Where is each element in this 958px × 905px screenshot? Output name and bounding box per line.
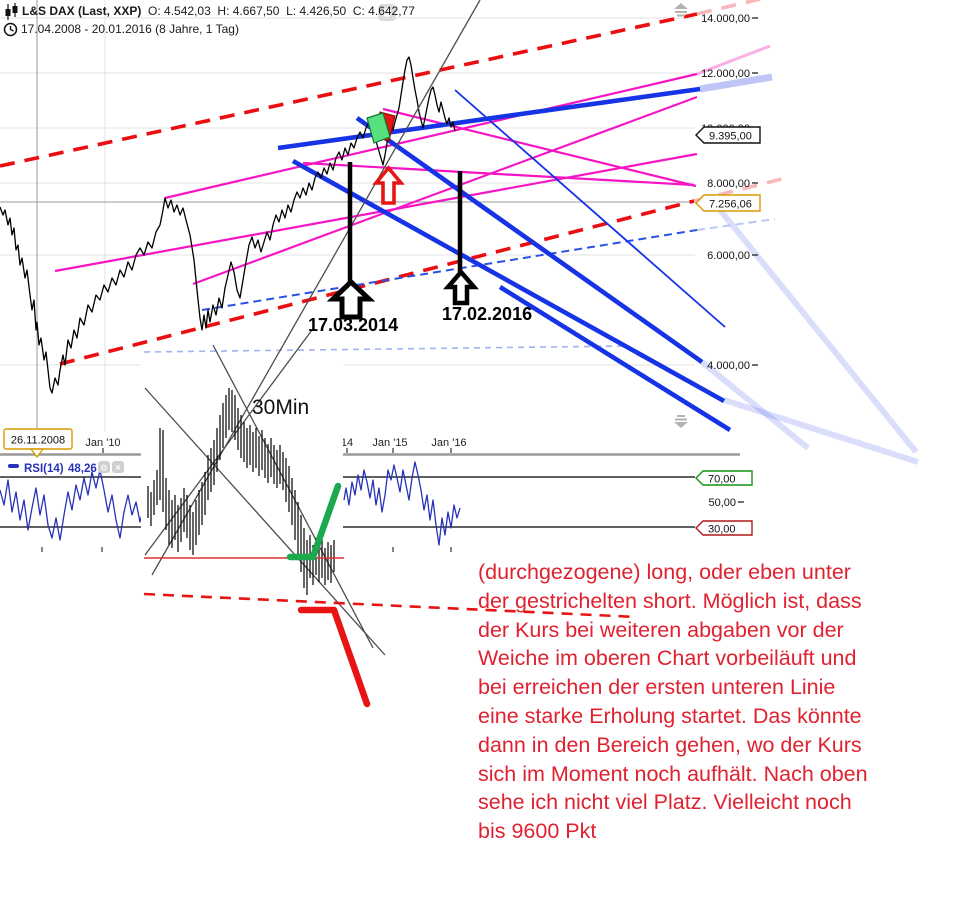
inset-gray-trendline-1[interactable] (144, 329, 313, 556)
price-label-6000: 6.000,00 (707, 250, 750, 262)
black-up-arrow-2014[interactable] (326, 278, 376, 320)
dax-price-line (0, 56, 456, 394)
blue-trendline-projection-up (699, 73, 773, 93)
annotation-date-2014[interactable]: 17.03.2014 (308, 315, 398, 335)
date-label-14: 14 (341, 437, 353, 449)
scroll-down-icon[interactable] (674, 415, 688, 428)
date-label-jan16: Jan '16 (431, 437, 466, 449)
period-label: 17.04.2008 - 20.01.2016 (8 Jahre, 1 Tag) (21, 22, 239, 36)
price-label-12000: 12.000,00 (701, 68, 750, 80)
rsi-30-value: 30,00 (708, 524, 736, 536)
price-label-4000: 4.000,00 (707, 360, 750, 372)
green-marker-flag[interactable] (366, 112, 391, 144)
inset-gray-trendline-4[interactable] (212, 344, 374, 649)
annotation-date-2016[interactable]: 17.02.2016 (442, 304, 532, 324)
red-dashed-channel-upper[interactable] (0, 12, 698, 168)
rsi-value: 48,26 (68, 463, 97, 475)
instrument-title-row: L&S DAX (Last, XXP) O: 4.542,03 H: 4.667… (22, 4, 415, 18)
note-line: sich im Moment noch aufhält. Nach oben (478, 761, 868, 786)
svg-text:⚙: ⚙ (100, 463, 108, 473)
rsi-70-value: 70,00 (708, 474, 736, 486)
ohlc-values: O: 4.542,03 H: 4.667,50 L: 4.426,50 C: 4… (148, 4, 415, 18)
price-label-8000: 8.000,00 (707, 178, 750, 190)
blue-trendline-falling-3[interactable] (498, 285, 732, 432)
magenta-trendline-4[interactable] (382, 107, 697, 188)
red-channel-lower-projection (693, 177, 783, 203)
svg-text:×: × (115, 463, 120, 473)
rsi-name: RSI(14) (24, 463, 64, 475)
blue-trendline-falling-thin[interactable] (454, 89, 726, 328)
inset-chart-background (141, 356, 343, 560)
rsi-50-value: 50,00 (708, 497, 736, 509)
crosshair-price-value: 7.256,06 (709, 199, 752, 211)
crosshair-date-value: 26.11.2008 (11, 435, 65, 447)
inset-timeframe-label: 30Min (252, 396, 309, 419)
rsi-line-right (343, 461, 461, 546)
note-line: sehe ich nicht viel Platz. Vielleicht no… (478, 790, 852, 815)
date-label-jan10: Jan '10 (85, 437, 120, 449)
rsi-70-tag (695, 470, 753, 486)
instrument-title[interactable]: L&S DAX (Last, XXP) (22, 4, 142, 18)
blue-dashed-trendline[interactable] (201, 229, 698, 311)
scroll-up-icon[interactable] (674, 3, 688, 17)
rsi-line-left (0, 469, 144, 541)
crosshair-date-pointer (29, 448, 45, 459)
clock-icon (3, 22, 18, 37)
blue-dashed-horizontal-faint[interactable] (143, 345, 629, 353)
green-long-scenario-line[interactable] (286, 482, 342, 561)
note-line: bei erreichen der ersten unteren Linie (478, 675, 836, 700)
date-label-jan15: Jan '15 (372, 437, 407, 449)
crosshair-price-tag (695, 194, 761, 212)
blue-trendline-rising[interactable] (277, 86, 701, 151)
rsi-gear-icon[interactable]: ⚙ (98, 461, 110, 473)
note-line: der gestrichelten short. Möglich ist, da… (478, 588, 862, 613)
camera-icon[interactable] (378, 4, 396, 21)
note-line: dann in den Bereich gehen, wo der Kurs (478, 732, 862, 757)
rsi-30-tag (695, 520, 753, 536)
magenta-trendline-5[interactable] (54, 152, 698, 273)
candlestick-icon (5, 3, 18, 20)
magenta-trendline-3[interactable] (302, 161, 695, 187)
note-line: der Kurs bei weiteren abgaben vor der (478, 617, 844, 642)
blue-dashed-projection (696, 218, 776, 231)
inset-red-dashed-line[interactable] (143, 592, 638, 619)
red-up-arrow[interactable] (372, 165, 405, 205)
rsi-legend-dash-icon (8, 464, 19, 468)
black-up-arrow-2016[interactable] (443, 268, 479, 306)
note-line: (durchgezogene) long, oder eben unter (478, 560, 851, 584)
note-line: eine starke Erholung startet. Das könnte (478, 703, 862, 728)
blue-projection-line-1 (709, 198, 919, 454)
blue-projection-line-3 (700, 359, 810, 451)
magenta-trendline-1[interactable] (164, 72, 698, 200)
inset-gray-trendline-3[interactable] (144, 387, 386, 656)
analysis-note: (durchgezogene) long, oder eben unter de… (478, 558, 898, 846)
last-price-value: 9.395,00 (709, 131, 752, 143)
note-line: bis 9600 Pkt (478, 819, 597, 844)
red-dashed-channel-lower[interactable] (59, 199, 695, 366)
rsi-close-icon[interactable]: × (112, 461, 124, 473)
note-line: Weiche im oberen Chart vorbeiläuft und (478, 646, 857, 671)
blue-projection-line-2 (723, 397, 919, 465)
last-price-tag (695, 126, 761, 144)
magenta-trendline-2[interactable] (192, 95, 698, 286)
inset-gray-trendline-2[interactable] (151, 0, 481, 576)
red-short-scenario-line[interactable] (297, 606, 371, 708)
price-label-14000: 14.000,00 (701, 13, 750, 25)
red-channel-upper-projection (696, 0, 765, 16)
blue-trendline-falling-2[interactable] (355, 116, 704, 364)
magenta-projection (696, 44, 771, 76)
